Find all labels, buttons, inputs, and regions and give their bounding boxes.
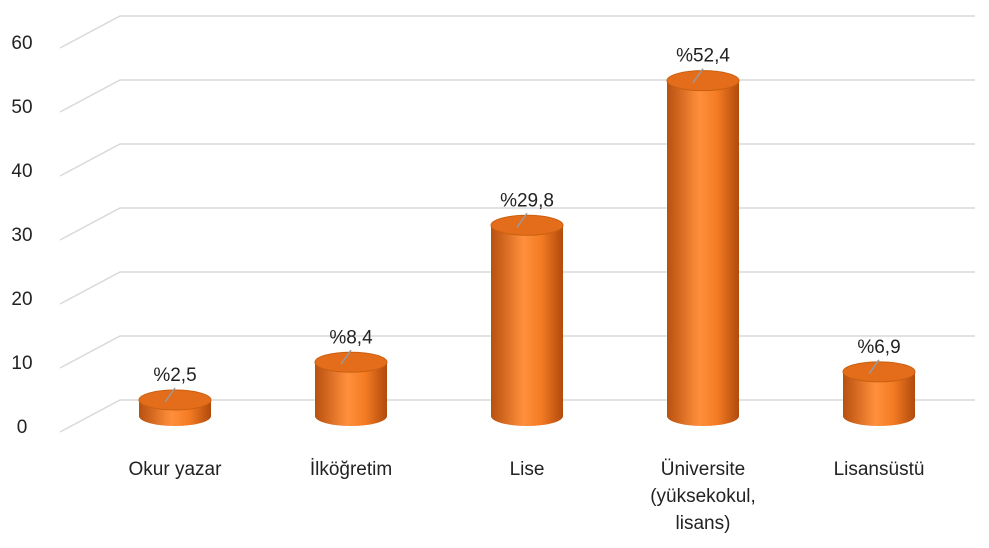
x-tick-label: Okur yazar [129,459,223,480]
leader-line [340,349,352,365]
bar-top [490,214,564,236]
y-tick-label: 40 [11,161,32,182]
bar-top [666,70,740,92]
value-label: %8,4 [329,327,373,348]
y-tick-label: 0 [17,417,28,438]
bar [491,225,563,426]
leader-line [868,359,880,375]
value-label: %2,5 [153,365,196,386]
x-tick-line: Lise [510,459,545,480]
grid-line [59,79,975,113]
grid-line [59,143,975,177]
x-tick-label: Lisansüstü [834,459,925,480]
bar [315,362,387,426]
x-tick-line: İlköğretim [310,459,392,480]
leader-line [692,68,704,84]
y-tick-label: 20 [11,289,32,310]
leader-line [516,212,528,228]
x-tick-label: İlköğretim [310,459,392,480]
bar-top [138,389,212,411]
x-tick-line: Üniversite [661,459,745,480]
x-tick-label: Üniversite (yüksekokul, lisans) [650,459,756,534]
x-tick-label: Lise [510,459,545,480]
x-tick-line: Lisansüstü [834,459,925,480]
y-tick-label: 60 [11,33,32,54]
y-tick-label: 50 [11,97,32,118]
x-tick-line: Okur yazar [129,459,223,480]
bar-top [842,361,916,383]
bar [843,371,915,426]
x-tick-line: (yüksekokul, [650,486,756,507]
bar [667,80,739,426]
grid-line [59,15,975,49]
leader-line [164,387,176,403]
y-tick-label: 10 [11,353,32,374]
value-label: %52,4 [676,46,730,67]
value-label: %6,9 [857,337,900,358]
bar-top [314,351,388,373]
value-label: %29,8 [500,190,554,211]
x-tick-line: lisans) [676,513,731,534]
y-tick-label: 30 [11,225,32,246]
